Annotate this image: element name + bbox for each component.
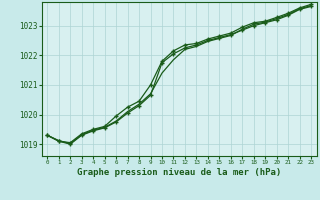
X-axis label: Graphe pression niveau de la mer (hPa): Graphe pression niveau de la mer (hPa) [77,168,281,177]
